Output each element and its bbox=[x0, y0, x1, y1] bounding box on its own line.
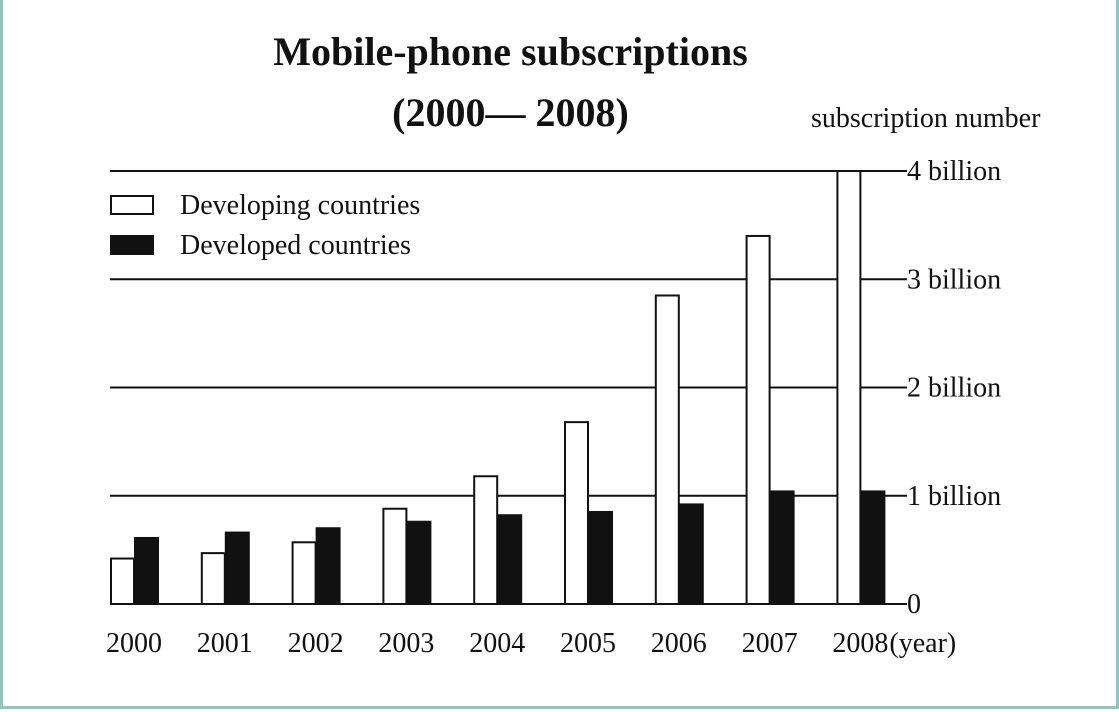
bar-developed bbox=[769, 490, 795, 606]
legend-label: Developed countries bbox=[180, 230, 411, 261]
bar-developing bbox=[564, 421, 589, 606]
chart-subtitle: (2000— 2008) bbox=[392, 90, 629, 135]
x-tick-label: 2003 bbox=[378, 628, 434, 659]
bar-developing bbox=[654, 294, 680, 605]
bar-developed bbox=[588, 510, 613, 605]
x-tick-layer: 2000 2001 2002 2003 2004 2005 2006 2007 2008 (yea… bbox=[106, 628, 956, 659]
bar-developing bbox=[836, 170, 862, 605]
x-axis-label: (year) bbox=[889, 628, 956, 659]
x-tick-label: 2005 bbox=[560, 628, 616, 659]
bar-developed bbox=[134, 536, 159, 606]
y-tick-label: 0 bbox=[907, 589, 921, 620]
y-tick-label: 4 billion bbox=[907, 156, 1001, 187]
y-axis-label: subscription number bbox=[811, 103, 1041, 134]
chart-title: Mobile-phone subscriptions bbox=[273, 29, 748, 74]
x-tick-label: 2000 bbox=[106, 628, 162, 659]
bar-developing bbox=[110, 557, 135, 605]
bar-developing bbox=[745, 234, 771, 605]
bar-developed bbox=[406, 520, 432, 605]
legend-swatch bbox=[110, 195, 154, 215]
legend-swatch bbox=[110, 235, 154, 255]
y-tick-label: 3 billion bbox=[907, 264, 1001, 295]
bar-developed bbox=[224, 531, 250, 605]
x-tick-label: 2007 bbox=[742, 628, 798, 659]
x-tick-label: 2001 bbox=[197, 628, 253, 659]
x-tick-label: 2008 bbox=[832, 628, 888, 659]
bar-developing bbox=[200, 552, 226, 605]
y-tick-layer: 0 1 billion 2 billion 3 billion 4 billion bbox=[893, 156, 1001, 620]
y-tick-label: 1 billion bbox=[907, 481, 1001, 512]
x-tick-label: 2002 bbox=[288, 628, 344, 659]
bar-developing bbox=[382, 507, 408, 605]
y-tick-label: 2 billion bbox=[907, 373, 1001, 404]
bar-layer bbox=[110, 170, 886, 606]
x-tick-label: 2006 bbox=[651, 628, 707, 659]
bar-developed bbox=[315, 527, 341, 605]
chart-plot: 0 1 billion 2 billion 3 billion 4 billion 20… bbox=[106, 156, 1001, 659]
bar-developed bbox=[678, 503, 704, 605]
bar-developed bbox=[497, 514, 523, 605]
legend: Developing countries Developed countries bbox=[110, 190, 420, 261]
bar-developing bbox=[291, 541, 317, 605]
legend-label: Developing countries bbox=[180, 190, 420, 221]
x-tick-label: 2004 bbox=[469, 628, 525, 659]
bar-developed bbox=[860, 490, 886, 606]
bar-developing bbox=[473, 475, 499, 606]
